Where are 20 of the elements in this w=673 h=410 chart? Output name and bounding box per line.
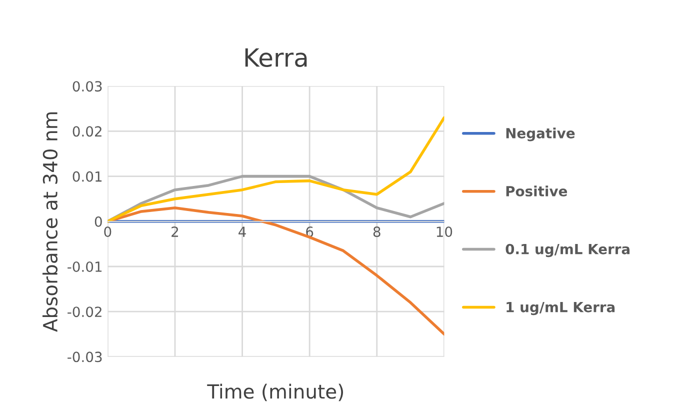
y-tick-label: 0.03 xyxy=(72,81,102,92)
y-tick-label: -0.03 xyxy=(68,352,102,362)
chart-title: Kerra xyxy=(245,48,307,68)
legend-label: 1 ug/mL Kerra xyxy=(506,302,615,316)
x-tick-label: 4 xyxy=(238,226,246,237)
x-tick-label: 10 xyxy=(436,226,452,238)
x-axis-title: Time (minute) xyxy=(207,384,344,402)
x-tick-label: 8 xyxy=(373,226,380,238)
y-tick-label: 0.01 xyxy=(72,171,102,182)
x-tick-label: 2 xyxy=(172,226,178,237)
legend-label: 0.1 ug/mL Kerra xyxy=(506,244,630,258)
x-tick-label: 0 xyxy=(104,226,112,238)
y-tick-label: -0.01 xyxy=(68,261,102,272)
y-tick-label: 0 xyxy=(94,216,102,227)
legend-label: Positive xyxy=(506,186,568,196)
y-tick-label: -0.02 xyxy=(68,306,102,318)
y-axis-title: Absorbance at 340 nm xyxy=(42,112,58,332)
line-series xyxy=(108,116,444,223)
y-tick-label: 0.02 xyxy=(72,126,102,137)
legend-label: Negative xyxy=(506,128,575,142)
